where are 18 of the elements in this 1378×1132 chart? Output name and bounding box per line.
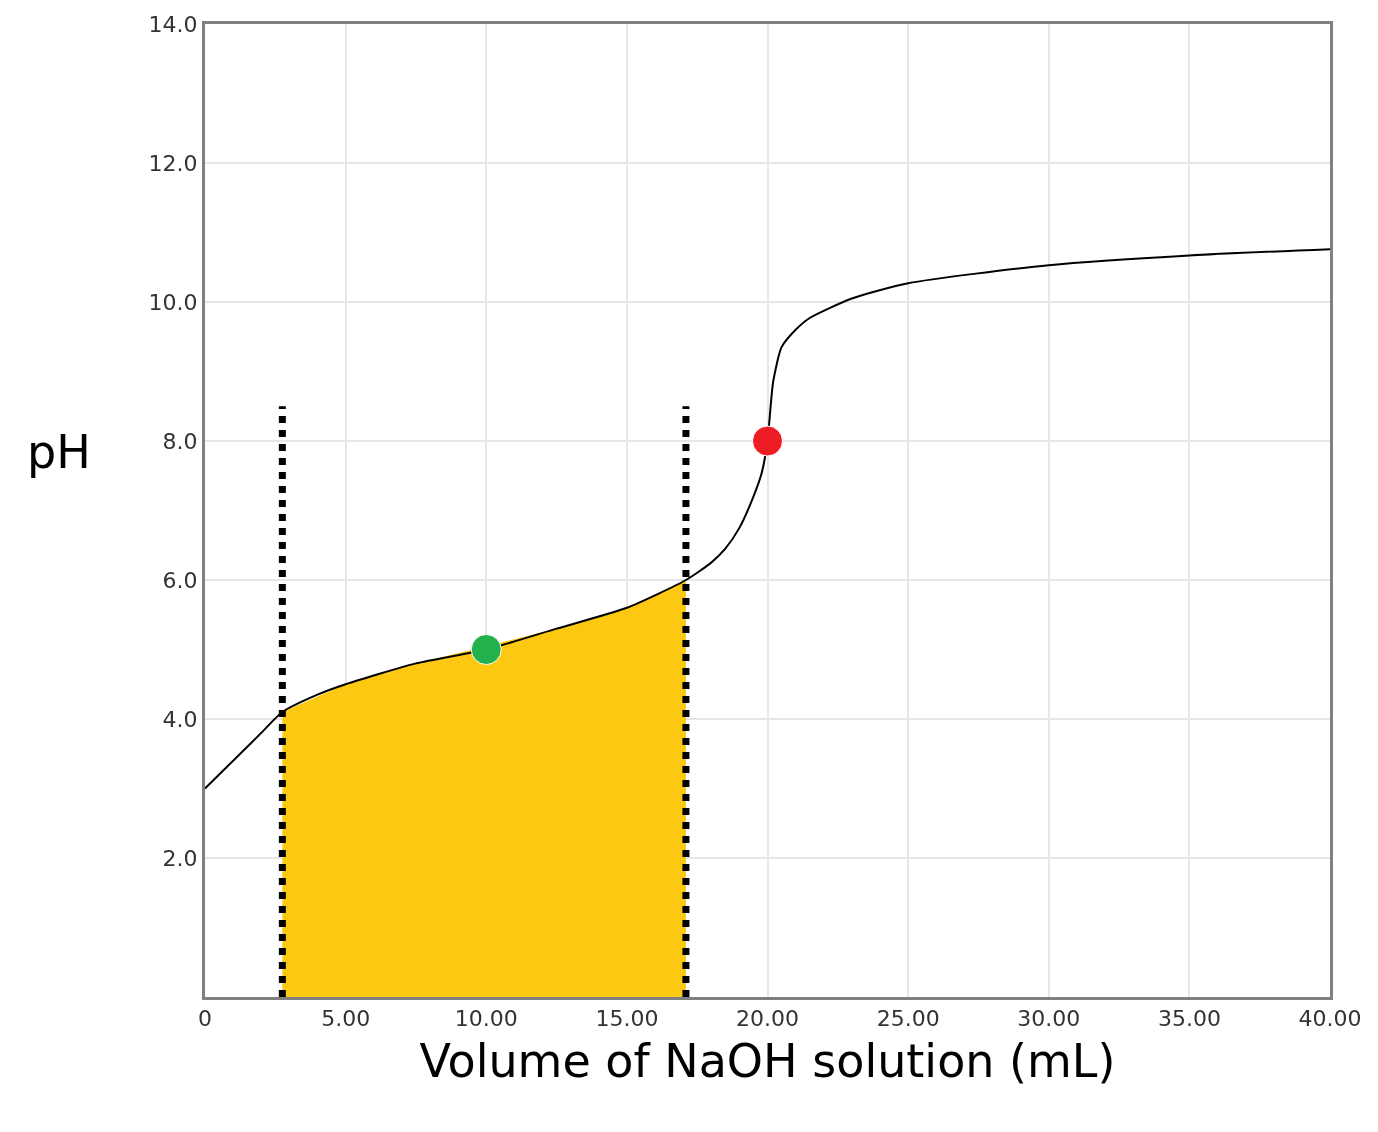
x-tick-label: 30.00 [1017,1006,1081,1032]
y-tick-label: 6.0 [162,567,198,593]
x-tick-label: 35.00 [1157,1006,1221,1032]
x-tick-label: 20.00 [736,1006,799,1032]
x-tick-label: 0 [198,1006,212,1032]
y-axis-title: pH [27,425,91,479]
x-tick-label: 25.00 [876,1006,940,1032]
y-tick-label: 4.0 [162,706,198,732]
y-tick-label: 14.0 [148,11,198,37]
x-tick-label: 10.00 [454,1006,518,1032]
x-tick-label: 5.00 [321,1006,371,1032]
y-tick-label: 10.0 [148,289,198,315]
y-tick-label: 8.0 [162,428,198,454]
x-axis-title: Volume of NaOH solution (mL) [419,1034,1116,1089]
x-tick-label: 15.00 [595,1006,659,1032]
x-tick-label: 40.00 [1298,1006,1362,1032]
y-tick-label: 2.0 [162,845,198,871]
y-tick-label: 12.0 [148,150,198,176]
